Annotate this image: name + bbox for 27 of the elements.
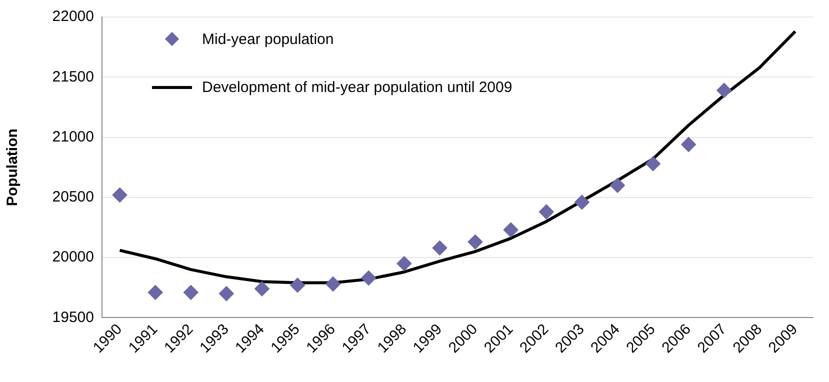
point bbox=[254, 281, 270, 296]
point bbox=[574, 194, 590, 210]
point bbox=[183, 284, 198, 300]
point bbox=[468, 234, 483, 250]
point bbox=[716, 82, 732, 98]
point bbox=[681, 136, 696, 152]
point bbox=[148, 284, 163, 300]
point bbox=[646, 156, 661, 172]
point bbox=[503, 222, 518, 238]
y-tick-label: 21500 bbox=[52, 68, 94, 86]
point bbox=[112, 188, 128, 202]
y-tick-label: 21000 bbox=[52, 128, 94, 146]
y-tick-label: 22000 bbox=[52, 8, 94, 26]
point bbox=[432, 240, 448, 256]
y-tick-label: 20500 bbox=[52, 188, 94, 206]
point bbox=[538, 204, 554, 220]
point bbox=[290, 278, 306, 293]
y-axis-title: Population bbox=[4, 128, 22, 206]
legend-label: Development of mid-year population until 2009 bbox=[202, 78, 512, 96]
point bbox=[326, 276, 341, 292]
point bbox=[396, 256, 412, 272]
y-tick-label: 20000 bbox=[52, 248, 94, 266]
point bbox=[218, 286, 234, 302]
legend-label: Mid-year population bbox=[202, 30, 334, 48]
y-tick-label: 19500 bbox=[52, 308, 94, 326]
point bbox=[361, 270, 376, 286]
point bbox=[610, 178, 625, 193]
